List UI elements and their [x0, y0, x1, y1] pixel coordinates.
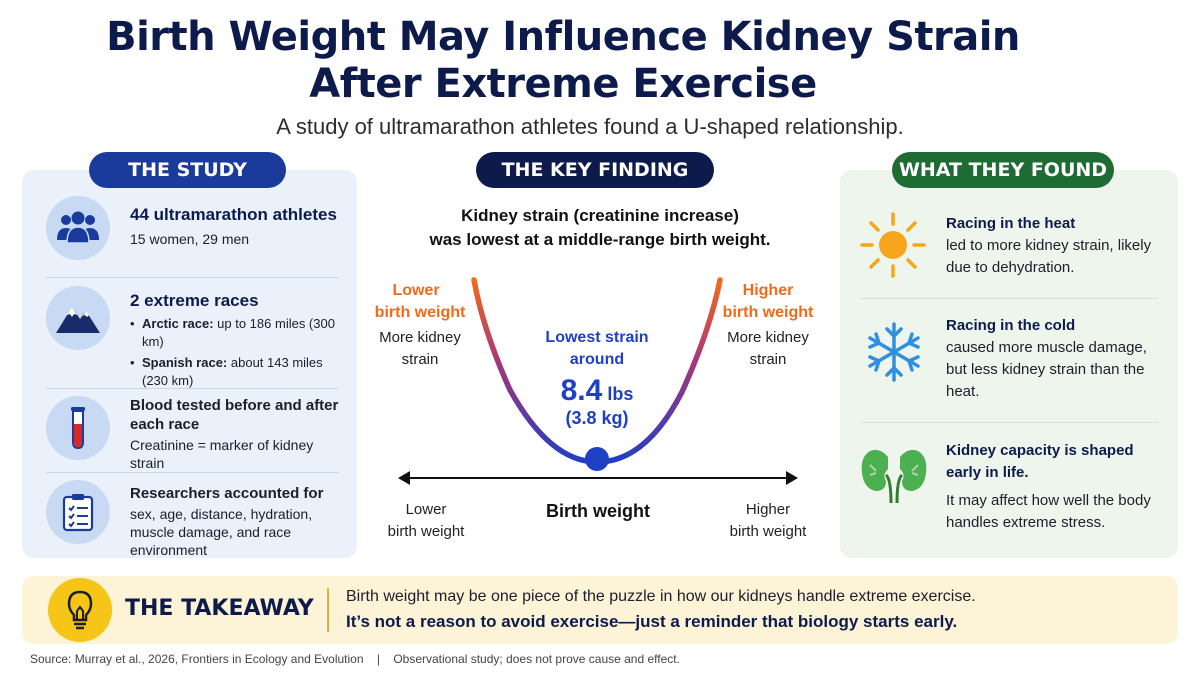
caption-line-2: was lowest at a middle-range birth weigh… [428, 230, 770, 249]
right-sub-line-1: More kidney [727, 329, 809, 346]
found-section-label: WHAT THEY FOUND [892, 152, 1114, 188]
heat-finding: Racing in the heat led to more kidney st… [946, 213, 1168, 279]
cold-finding: Racing in the cold caused more muscle da… [946, 315, 1168, 403]
divider [860, 422, 1158, 423]
race-name: Arctic race: [142, 316, 214, 331]
footer-source: Source: Murray et al., 2026, Frontiers i… [30, 652, 680, 666]
heat-headline: Racing in the heat [946, 215, 1076, 232]
left-sub-line-2: strain [402, 351, 439, 368]
clipboard-icon [46, 480, 110, 544]
race-bullet-spanish: Spanish race: about 143 miles (230 km) [130, 354, 350, 390]
divider [860, 298, 1158, 299]
study-athletes: 44 ultramarathon athletes 15 women, 29 m… [130, 204, 350, 248]
u-curve-line [471, 277, 723, 465]
blood-test-headline: Blood tested before and after each race [130, 397, 339, 433]
min-value: 8.4 lbs [561, 374, 634, 407]
takeaway-divider [327, 588, 329, 632]
study-races: 2 extreme races Arctic race: up to 186 m… [130, 290, 350, 390]
x-axis-label: Birth weight [546, 501, 650, 521]
takeaway-label: THE TAKEAWAY [125, 596, 314, 621]
x-axis-left-arrow [398, 471, 410, 485]
takeaway-line-2: It’s not a reason to avoid exercise—just… [346, 612, 958, 631]
test-tube-icon [46, 396, 110, 460]
source-citation: Source: Murray et al., 2026, Frontiers i… [30, 652, 364, 666]
right-label-line-1: Higher [743, 282, 794, 299]
study-blood-test: Blood tested before and after each race … [130, 396, 350, 472]
athletes-detail: 15 women, 29 men [130, 231, 250, 247]
axis-left-line-2: birth weight [388, 523, 466, 540]
race-detail: up to 186 miles (300 km) [142, 316, 335, 349]
footer-separator: | [376, 652, 380, 666]
left-label-line-2: birth weight [375, 304, 466, 321]
cold-detail: caused more muscle damage, but less kidn… [946, 339, 1147, 400]
athletes-headline: 44 ultramarathon athletes [130, 205, 337, 224]
left-sub-line-1: More kidney [379, 329, 461, 346]
race-bullet-arctic: Arctic race: up to 186 miles (300 km) [130, 315, 350, 351]
race-name: Spanish race: [142, 355, 228, 370]
found-panel: Racing in the heat led to more kidney st… [840, 170, 1178, 558]
controls-headline: Researchers accounted for [130, 485, 324, 502]
blood-test-detail: Creatinine = marker of kidney strain [130, 437, 314, 471]
kidney-headline: Kidney capacity is shaped early in life. [946, 442, 1134, 481]
divider [46, 472, 339, 473]
mountain-icon [46, 286, 110, 350]
study-panel: 44 ultramarathon athletes 15 women, 29 m… [22, 170, 357, 558]
key-finding-section-label: THE KEY FINDING [476, 152, 714, 188]
min-label-line-2: around [570, 351, 624, 368]
axis-right-line-1: Higher [746, 501, 790, 518]
sun-icon [858, 210, 928, 285]
title-line-1: Birth Weight May Influence Kidney Strain [106, 14, 1020, 60]
study-controls: Researchers accounted for sex, age, dist… [130, 484, 350, 559]
min-label-line-1: Lowest strain [545, 329, 648, 346]
study-section-label: THE STUDY [89, 152, 286, 188]
divider [46, 277, 339, 278]
page-subtitle: A study of ultramarathon athletes found … [276, 114, 904, 139]
takeaway-banner: THE TAKEAWAY Birth weight may be one pie… [22, 576, 1178, 644]
source-note: Observational study; does not prove caus… [393, 652, 680, 666]
heat-detail: led to more kidney strain, likely due to… [946, 237, 1152, 276]
caption-line-1: Kidney strain (creatinine increase) [461, 206, 739, 225]
axis-right-line-2: birth weight [730, 523, 808, 540]
races-headline: 2 extreme races [130, 291, 259, 310]
people-icon [46, 196, 110, 260]
divider [46, 388, 339, 389]
minimum-point [585, 447, 609, 471]
snowflake-icon [862, 320, 926, 389]
min-value-unit: lbs [607, 384, 633, 404]
left-label-line-1: Lower [392, 282, 439, 299]
right-sub-line-2: strain [750, 351, 787, 368]
title-line-2: After Extreme Exercise [309, 61, 817, 107]
takeaway-line-1: Birth weight may be one piece of the puz… [346, 588, 976, 605]
cold-headline: Racing in the cold [946, 317, 1076, 334]
x-axis-right-arrow [786, 471, 798, 485]
lightbulb-icon [48, 578, 112, 642]
controls-detail: sex, age, distance, hydration, muscle da… [130, 506, 313, 558]
min-value-kg: (3.8 kg) [565, 408, 628, 428]
kidney-detail: It may affect how well the body handles … [946, 492, 1151, 531]
kidney-capacity-finding: Kidney capacity is shaped early in life.… [946, 440, 1168, 534]
kidneys-icon [858, 445, 930, 510]
right-label-line-2: birth weight [723, 304, 814, 321]
page-title: Birth Weight May Influence Kidney Strain… [0, 14, 1126, 108]
u-curve-chart: Kidney strain (creatinine increase) was … [375, 206, 814, 540]
axis-left-line-1: Lower [406, 501, 447, 518]
min-value-number: 8.4 [561, 374, 603, 407]
race-detail: about 143 miles (230 km) [142, 355, 323, 388]
